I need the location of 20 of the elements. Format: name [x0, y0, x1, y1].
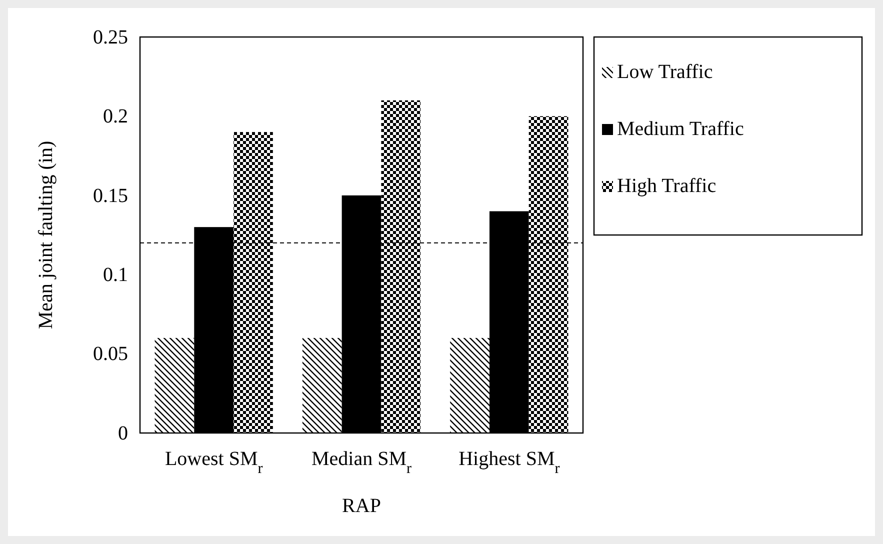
- legend-label: Medium Traffic: [617, 118, 744, 140]
- x-tick-label: Highest SM$_{r}$: [458, 448, 560, 477]
- bar: [234, 132, 273, 433]
- y-tick-label: 0.25: [93, 26, 128, 48]
- y-tick-label: 0.1: [103, 264, 128, 286]
- x-axis-title: RAP: [342, 495, 381, 517]
- bar: [154, 338, 194, 433]
- bar: [302, 338, 342, 433]
- bar: [381, 100, 421, 433]
- y-tick-label: 0: [118, 422, 128, 444]
- y-axis-title: Mean joint faulting (in): [35, 140, 57, 330]
- legend-label: High Traffic: [617, 175, 716, 197]
- bar: [450, 338, 490, 433]
- legend-label: Low Traffic: [617, 61, 713, 83]
- y-tick-label: 0.15: [93, 184, 128, 207]
- bar: [528, 116, 568, 433]
- x-tick-label: Median SM$_{r}$: [312, 448, 412, 477]
- x-tick-label: Lowest SM$_{r}$: [164, 448, 263, 477]
- y-tick-label: 0.05: [93, 343, 128, 366]
- y-tick-label: 0.2: [103, 106, 128, 128]
